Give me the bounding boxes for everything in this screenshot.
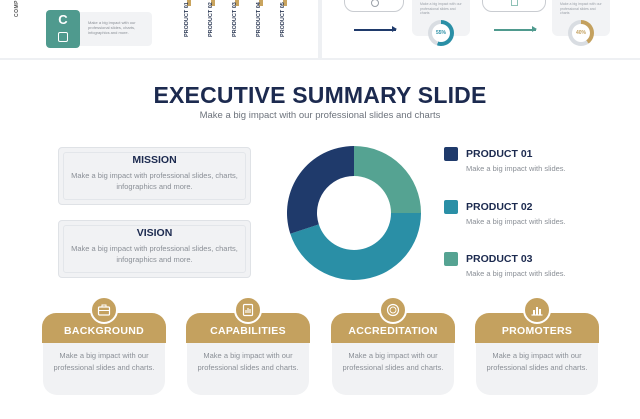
vision-panel: VISION Make a big impact with profession… — [58, 220, 251, 278]
card-text: Make a big impact with our professional … — [53, 351, 155, 372]
briefcase-icon — [90, 296, 118, 324]
product-column-label: PRODUCT 03 — [232, 2, 238, 37]
bar-stub — [211, 0, 215, 6]
legend-swatch — [444, 147, 458, 161]
comparison-vertical-label: COMP — [14, 0, 20, 17]
process-step-box — [482, 0, 546, 12]
donut-slice-product-02 — [290, 213, 421, 280]
card-label: BACKGROUND — [64, 325, 144, 337]
trash-icon — [58, 32, 68, 42]
process-card: Make a big impact with our professional … — [412, 0, 470, 36]
progress-ring-value: 40% — [572, 24, 590, 42]
process-card-text: Make a big impact with our professional … — [420, 2, 462, 15]
product-column-label: PRODUCT 04 — [256, 2, 262, 37]
option-c-card: Make a big impact with our professional … — [80, 12, 152, 46]
arrow-right-icon — [354, 26, 397, 32]
option-c-letter: C — [58, 12, 68, 27]
mission-title: MISSION — [132, 154, 177, 166]
document-chart-icon — [234, 296, 262, 324]
card-text: Make a big impact with our professional … — [342, 351, 444, 372]
legend-title: PRODUCT 01 — [466, 148, 533, 160]
bar-stub — [187, 0, 191, 6]
arrow-right-icon — [494, 26, 537, 32]
product-column-label: PRODUCT 02 — [208, 2, 214, 37]
mission-panel: MISSION Make a big impact with professio… — [58, 147, 251, 205]
option-c-card-text: Make a big impact with our professional … — [88, 20, 136, 35]
bar-stub — [283, 0, 287, 6]
progress-ring-55: 55% — [428, 20, 454, 46]
legend-text: Make a big impact with slides. — [466, 164, 566, 173]
legend-text: Make a big impact with slides. — [466, 217, 566, 226]
progress-ring-value: 55% — [432, 24, 450, 42]
card-text: Make a big impact with our professional … — [197, 351, 299, 372]
checkbox-icon — [511, 0, 518, 6]
panel-inner-border — [63, 225, 246, 273]
vision-title: VISION — [136, 227, 173, 239]
legend-title: PRODUCT 03 — [466, 253, 533, 265]
slide-title: EXECUTIVE SUMMARY SLIDE — [153, 82, 487, 108]
card-body — [476, 333, 598, 395]
legend-swatch — [444, 200, 458, 214]
card-label: ACCREDITATION — [348, 325, 438, 337]
product-column-label: PRODUCT 05 — [280, 2, 286, 37]
process-card: Make a big impact with our professional … — [552, 0, 610, 36]
vision-text: Make a big impact with professional slid… — [71, 244, 238, 264]
donut-slice-product-01 — [287, 146, 354, 234]
target-icon — [371, 0, 379, 7]
process-card-text: Make a big impact with our professional … — [560, 2, 602, 15]
bar-stub — [259, 0, 263, 6]
slide-thumbnail-comparison[interactable]: COMP C Make a big impact with our profes… — [0, 0, 318, 58]
card-body — [332, 333, 454, 395]
legend-title: PRODUCT 02 — [466, 201, 533, 213]
process-step-box — [344, 0, 404, 12]
legend-text: Make a big impact with slides. — [466, 269, 566, 278]
option-c-block: C — [46, 10, 80, 48]
slide-subtitle: Make a big impact with our professional … — [199, 110, 441, 121]
card-label: PROMOTERS — [501, 325, 573, 337]
legend-swatch — [444, 252, 458, 266]
progress-ring-40: 40% — [568, 20, 594, 46]
donut-chart — [287, 146, 421, 280]
previous-slides-strip: COMP C Make a big impact with our profes… — [0, 0, 640, 58]
card-accreditation: ACCREDITATION Make a big impact with our… — [331, 296, 455, 395]
card-label: CAPABILITIES — [210, 325, 286, 337]
card-text: Make a big impact with our professional … — [486, 351, 588, 372]
card-background: BACKGROUND Make a big impact with our pr… — [42, 296, 166, 395]
card-capabilities: CAPABILITIES Make a big impact with our … — [186, 296, 310, 395]
panel-inner-border — [63, 152, 246, 200]
card-body — [187, 333, 309, 395]
donut-slice-product-03 — [354, 146, 421, 213]
product-column-label: PRODUCT 01 — [184, 2, 190, 37]
card-body — [43, 333, 165, 395]
mission-text: Make a big impact with professional slid… — [71, 171, 238, 191]
slide-thumbnail-process[interactable]: Make a big impact with our professional … — [322, 0, 640, 58]
card-promoters: PROMOTERS Make a big impact with our pro… — [475, 296, 599, 395]
coin-icon — [379, 296, 407, 324]
bar-chart-icon — [523, 296, 551, 324]
executive-summary-slide[interactable]: EXECUTIVE SUMMARY SLIDE Make a big impac… — [0, 60, 640, 419]
bar-stub — [235, 0, 239, 6]
